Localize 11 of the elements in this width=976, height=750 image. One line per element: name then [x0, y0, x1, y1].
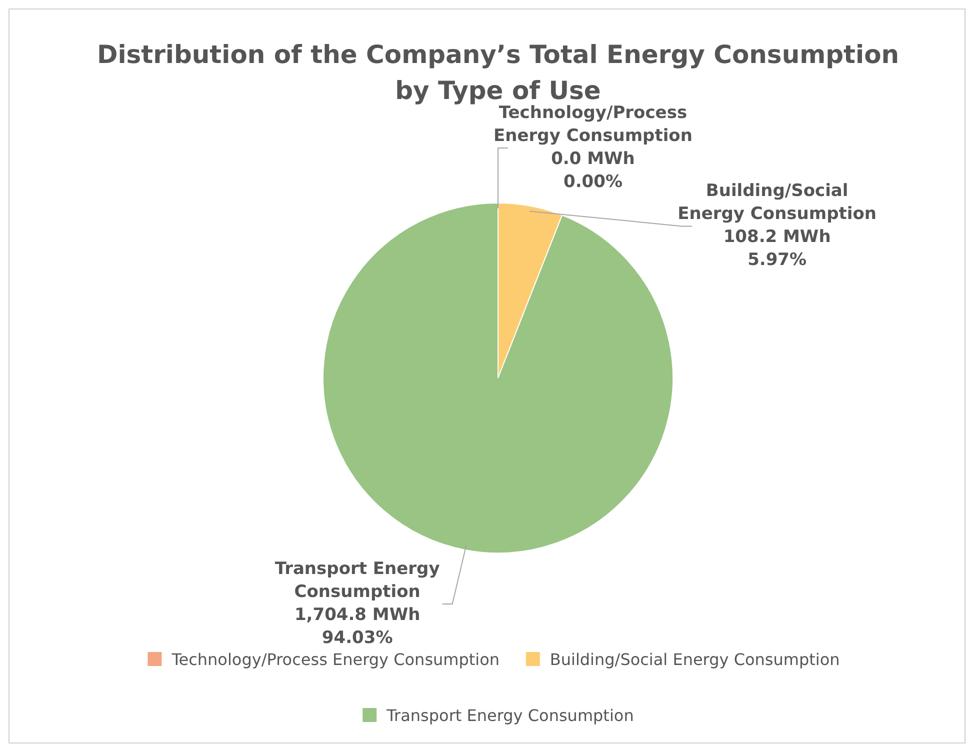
legend-label: Transport Energy Consumption — [386, 706, 634, 725]
data-label: 1,704.8 MWh 94.03% — [294, 604, 420, 648]
text: 0.0 MWh 0.00% — [551, 149, 635, 192]
chart-title: Distribution of the Company’s Total Energy Consumption by Type of Use — [96, 40, 900, 105]
legend-label: Technology/Process Energy Consumption — [170, 650, 500, 669]
slice-label: Building/Social Energy Consumption — [678, 181, 877, 224]
data-label: 108.2 MWh 5.97% — [723, 227, 831, 270]
slice-label: Transport Energy Consumption — [274, 558, 440, 602]
legend-label: Building/Social Energy Consumption — [550, 650, 840, 669]
category-label: Technology/Process Energy Consumption — [494, 103, 692, 146]
pie-slice — [322, 202, 674, 554]
